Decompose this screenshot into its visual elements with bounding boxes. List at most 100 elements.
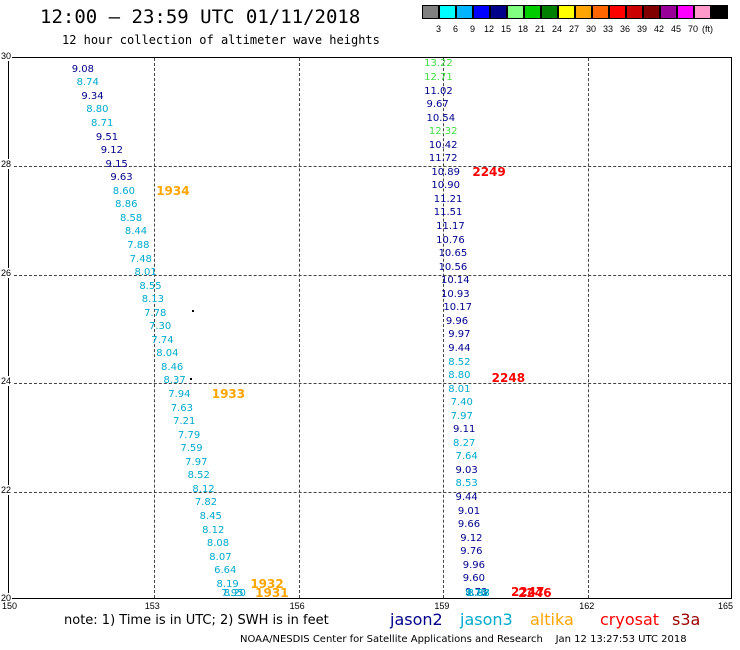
scale-swatch	[643, 5, 660, 19]
scale-label: 39	[637, 24, 648, 34]
wave-height-obs: 9.63	[110, 172, 133, 184]
wave-height-obs: 8.01	[448, 383, 471, 395]
wave-height-obs: 8.20	[223, 588, 247, 599]
page-title: 12:00 – 23:59 UTC 01/11/2018	[40, 6, 361, 28]
scale-swatch	[490, 5, 507, 19]
wave-height-obs: 8.53	[455, 478, 478, 490]
wave-height-obs: 8.37	[163, 375, 186, 387]
gridline-lon	[588, 58, 590, 598]
scale-label: 9	[470, 24, 476, 34]
wave-height-obs: 11.17	[436, 221, 465, 233]
wave-height-obs: 10.14	[440, 275, 470, 287]
wave-height-obs: 7.63	[170, 402, 193, 414]
wave-height-obs: 8.07	[209, 551, 232, 563]
wave-height-obs: 8.04	[156, 348, 179, 360]
wave-height-obs: 13.22	[424, 58, 453, 70]
wave-height-obs: 11.21	[433, 193, 463, 205]
wave-height-obs: 8.27	[453, 437, 476, 449]
wave-height-obs: 9.44	[455, 492, 478, 504]
wave-height-obs: 9.51	[95, 131, 119, 143]
x-tick-label: 150	[2, 601, 18, 611]
scale-label: 6	[453, 24, 459, 34]
pass-number-label: 2249	[472, 164, 506, 179]
wave-height-obs: 11.02	[424, 85, 453, 97]
y-tick-label: 22	[0, 484, 13, 495]
wave-height-obs: 8.12	[202, 524, 225, 536]
y-tick-label: 30	[0, 51, 13, 61]
satellite-legend-jason2: jason2	[390, 610, 443, 629]
wave-height-obs: 9.60	[462, 573, 485, 585]
wave-height-obs: 7.94	[168, 389, 191, 401]
wave-height-obs: 8.08	[206, 538, 230, 550]
obs-dot	[190, 377, 192, 380]
wave-height-obs: 10.76	[436, 234, 465, 246]
pass-number-label: 1933	[211, 387, 246, 402]
footer-credit: NOAA/NESDIS Center for Satellite Applica…	[240, 634, 687, 645]
wave-height-obs: 7.79	[177, 429, 201, 441]
scale-label: 30	[586, 24, 597, 34]
wave-height-obs: 8.88	[467, 588, 490, 599]
x-tick-label: 165	[718, 601, 734, 611]
wave-height-obs: 8.58	[120, 212, 143, 224]
satellite-legend-jason3: jason3	[460, 610, 513, 629]
scale-label: 27	[569, 24, 580, 34]
wave-height-obs: 10.65	[438, 248, 468, 260]
wave-height-obs: 8.74	[76, 77, 99, 89]
wave-height-obs: 9.97	[448, 329, 471, 341]
wave-height-obs: 7.97	[185, 456, 208, 468]
scale-swatch	[473, 5, 490, 19]
wave-height-obs: 7.48	[129, 253, 152, 265]
wave-height-obs: 6.64	[214, 565, 237, 577]
pass-number-label: 1931	[255, 586, 289, 600]
satellite-legend-cryosat: cryosat	[600, 610, 660, 629]
scale-label: 18	[518, 24, 529, 34]
wave-height-obs: 9.73	[465, 586, 488, 598]
wave-height-obs: 9.08	[71, 63, 94, 75]
wave-height-obs: 9.76	[460, 546, 483, 558]
wave-height-obs: 10.89	[431, 166, 460, 178]
units-note: note: 1) Time is in UTC; 2) SWH is in fe…	[64, 613, 329, 628]
wave-height-obs: 7.97	[450, 410, 473, 422]
obs-dot	[192, 310, 195, 313]
wave-height-obs: 7.21	[173, 416, 196, 428]
wave-height-obs: 7.78	[144, 307, 167, 319]
pass-number-label: 2248	[491, 370, 526, 385]
map-plot-area[interactable]: 9.08 8.74 9.34 8.80 8.71 9.51 9.12 9.15 9.63 8.60…	[8, 57, 732, 600]
wave-height-obs: 8.45	[199, 510, 222, 522]
wave-height-obs: 10.54	[426, 112, 456, 124]
wave-height-obs: 8.19	[216, 578, 239, 590]
wave-height-obs: 8.71	[465, 588, 488, 599]
y-tick-label: 28	[0, 159, 13, 170]
scale-swatch	[507, 5, 524, 19]
pass-number-label: 2247	[510, 584, 545, 599]
y-tick-label: 24	[0, 376, 13, 387]
scale-label: 21	[535, 24, 546, 34]
wave-height-obs: 8.71	[91, 118, 114, 130]
wave-height-obs: 8.46	[161, 361, 184, 373]
gridline-lat	[9, 491, 731, 493]
wave-height-obs: 7.82	[194, 497, 218, 509]
wave-height-obs: 9.44	[448, 342, 471, 354]
wave-height-obs: 7.64	[455, 451, 478, 463]
gridline-lat	[9, 274, 731, 276]
scale-label: 42	[654, 24, 665, 34]
wave-height-obs: 10.17	[443, 302, 473, 314]
pass-number-label: 1932	[250, 576, 284, 591]
x-tick-label: 159	[434, 601, 450, 611]
scale-swatch	[609, 5, 626, 19]
wave-height-obs: 10.93	[440, 288, 470, 300]
wave-height-obs: 11.51	[433, 207, 463, 219]
y-tick-label: 20	[0, 593, 13, 603]
scale-swatch	[422, 5, 439, 19]
scale-swatch	[575, 5, 592, 19]
x-tick-label: 156	[289, 601, 305, 611]
scale-swatch	[592, 5, 609, 19]
wave-height-obs: 8.88	[467, 588, 490, 599]
wave-height-obs: 8.55	[139, 280, 162, 292]
wave-height-obs: 7.88	[127, 239, 150, 251]
wave-height-obs: 9.34	[81, 90, 104, 102]
gridline-lat	[9, 166, 731, 168]
wave-height-obs: 9.11	[453, 424, 476, 436]
scale-swatch	[626, 5, 643, 19]
pass-number-label: 2246	[518, 586, 552, 600]
